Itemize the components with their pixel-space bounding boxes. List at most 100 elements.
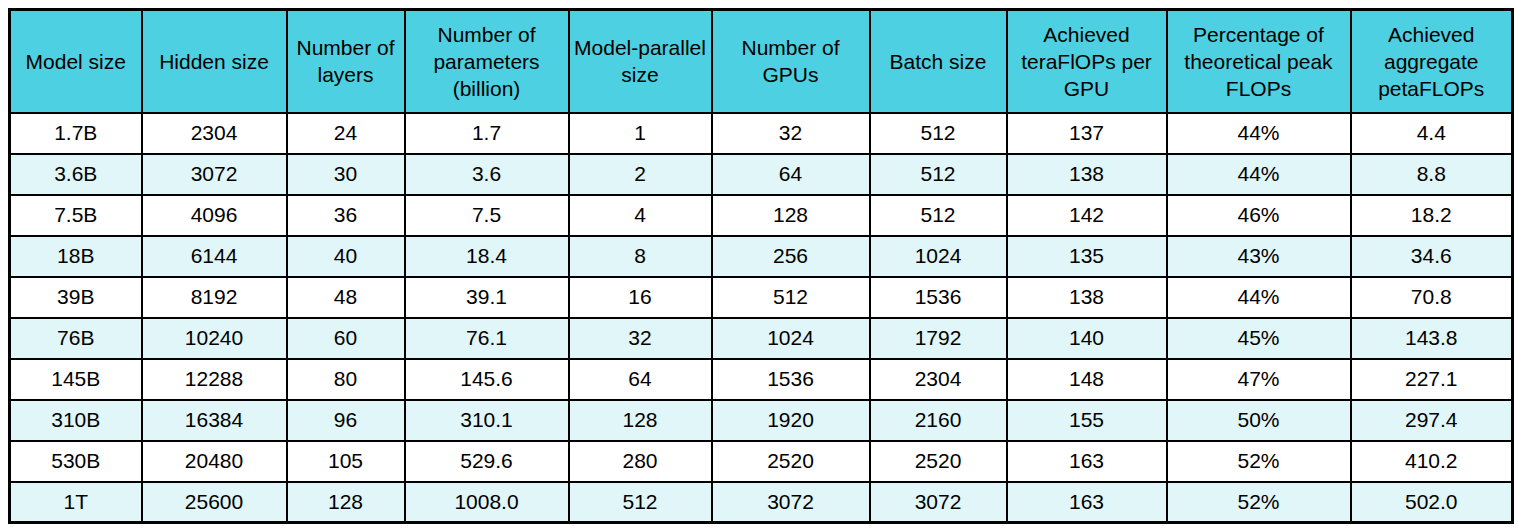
table-cell: 8192 xyxy=(142,277,287,318)
table-cell: 30 xyxy=(287,154,405,195)
table-row: 530B20480105529.62802520252016352%410.2 xyxy=(10,441,1513,482)
column-header: Number of layers xyxy=(287,10,405,113)
table-cell: 16384 xyxy=(142,400,287,441)
table-cell: 310B xyxy=(10,400,142,441)
table-cell: 1T xyxy=(10,482,142,523)
table-cell: 4 xyxy=(569,195,712,236)
column-header: Percentage of theoretical peak FLOPs xyxy=(1167,10,1351,113)
table-cell: 163 xyxy=(1007,441,1167,482)
table-cell: 105 xyxy=(287,441,405,482)
table-cell: 256 xyxy=(712,236,870,277)
table-cell: 137 xyxy=(1007,113,1167,154)
table-cell: 18.2 xyxy=(1351,195,1513,236)
table-cell: 7.5B xyxy=(10,195,142,236)
table-cell: 3072 xyxy=(142,154,287,195)
table-cell: 145B xyxy=(10,359,142,400)
table-cell: 60 xyxy=(287,318,405,359)
table-cell: 512 xyxy=(712,277,870,318)
table-cell: 43% xyxy=(1167,236,1351,277)
table-cell: 52% xyxy=(1167,482,1351,523)
table-cell: 48 xyxy=(287,277,405,318)
table-cell: 7.5 xyxy=(405,195,569,236)
table-cell: 297.4 xyxy=(1351,400,1513,441)
column-header: Model-parallel size xyxy=(569,10,712,113)
table-cell: 145.6 xyxy=(405,359,569,400)
table-cell: 6144 xyxy=(142,236,287,277)
header-row: Model sizeHidden sizeNumber of layersNum… xyxy=(10,10,1513,113)
table-cell: 10240 xyxy=(142,318,287,359)
table-cell: 512 xyxy=(569,482,712,523)
column-header: Achieved aggregate petaFLOPs xyxy=(1351,10,1513,113)
table-cell: 1024 xyxy=(712,318,870,359)
table-cell: 18B xyxy=(10,236,142,277)
table-cell: 1008.0 xyxy=(405,482,569,523)
table-cell: 512 xyxy=(870,154,1007,195)
table-cell: 1024 xyxy=(870,236,1007,277)
table-cell: 2304 xyxy=(870,359,1007,400)
table-cell: 18.4 xyxy=(405,236,569,277)
table-cell: 1536 xyxy=(712,359,870,400)
table-cell: 2520 xyxy=(712,441,870,482)
table-cell: 8 xyxy=(569,236,712,277)
table-cell: 25600 xyxy=(142,482,287,523)
page: Model sizeHidden sizeNumber of layersNum… xyxy=(0,0,1517,532)
table-cell: 76B xyxy=(10,318,142,359)
table-cell: 280 xyxy=(569,441,712,482)
table-cell: 4.4 xyxy=(1351,113,1513,154)
table-cell: 2304 xyxy=(142,113,287,154)
table-cell: 529.6 xyxy=(405,441,569,482)
table-cell: 24 xyxy=(287,113,405,154)
table-cell: 140 xyxy=(1007,318,1167,359)
table-cell: 148 xyxy=(1007,359,1167,400)
table-cell: 40 xyxy=(287,236,405,277)
table-cell: 64 xyxy=(569,359,712,400)
table-row: 76B102406076.1321024179214045%143.8 xyxy=(10,318,1513,359)
table-cell: 3072 xyxy=(870,482,1007,523)
table-cell: 227.1 xyxy=(1351,359,1513,400)
table-cell: 36 xyxy=(287,195,405,236)
table-cell: 16 xyxy=(569,277,712,318)
table-cell: 70.8 xyxy=(1351,277,1513,318)
table-cell: 2160 xyxy=(870,400,1007,441)
table-row: 1T256001281008.05123072307216352%502.0 xyxy=(10,482,1513,523)
table-cell: 44% xyxy=(1167,277,1351,318)
table-cell: 530B xyxy=(10,441,142,482)
column-header: Number of GPUs xyxy=(712,10,870,113)
table-row: 39B81924839.116512153613844%70.8 xyxy=(10,277,1513,318)
table-cell: 135 xyxy=(1007,236,1167,277)
table-cell: 138 xyxy=(1007,277,1167,318)
table-cell: 32 xyxy=(569,318,712,359)
table-cell: 39B xyxy=(10,277,142,318)
model-scaling-table: Model sizeHidden sizeNumber of layersNum… xyxy=(8,8,1514,524)
table-cell: 8.8 xyxy=(1351,154,1513,195)
table-cell: 50% xyxy=(1167,400,1351,441)
table-cell: 1920 xyxy=(712,400,870,441)
table-cell: 2520 xyxy=(870,441,1007,482)
table-cell: 46% xyxy=(1167,195,1351,236)
table-cell: 163 xyxy=(1007,482,1167,523)
table-cell: 44% xyxy=(1167,113,1351,154)
table-cell: 1.7 xyxy=(405,113,569,154)
table-cell: 2 xyxy=(569,154,712,195)
table-cell: 310.1 xyxy=(405,400,569,441)
table-cell: 128 xyxy=(569,400,712,441)
table-row: 7.5B4096367.5412851214246%18.2 xyxy=(10,195,1513,236)
table-cell: 1.7B xyxy=(10,113,142,154)
table-cell: 76.1 xyxy=(405,318,569,359)
table-cell: 96 xyxy=(287,400,405,441)
column-header: Number of parameters (billion) xyxy=(405,10,569,113)
table-cell: 512 xyxy=(870,195,1007,236)
table-cell: 45% xyxy=(1167,318,1351,359)
column-header: Hidden size xyxy=(142,10,287,113)
table-cell: 128 xyxy=(712,195,870,236)
table-cell: 32 xyxy=(712,113,870,154)
table-cell: 128 xyxy=(287,482,405,523)
column-header: Batch size xyxy=(870,10,1007,113)
table-row: 1.7B2304241.713251213744%4.4 xyxy=(10,113,1513,154)
table-cell: 20480 xyxy=(142,441,287,482)
table-cell: 3072 xyxy=(712,482,870,523)
table-row: 3.6B3072303.626451213844%8.8 xyxy=(10,154,1513,195)
table-cell: 512 xyxy=(870,113,1007,154)
table-cell: 52% xyxy=(1167,441,1351,482)
table-row: 18B61444018.48256102413543%34.6 xyxy=(10,236,1513,277)
